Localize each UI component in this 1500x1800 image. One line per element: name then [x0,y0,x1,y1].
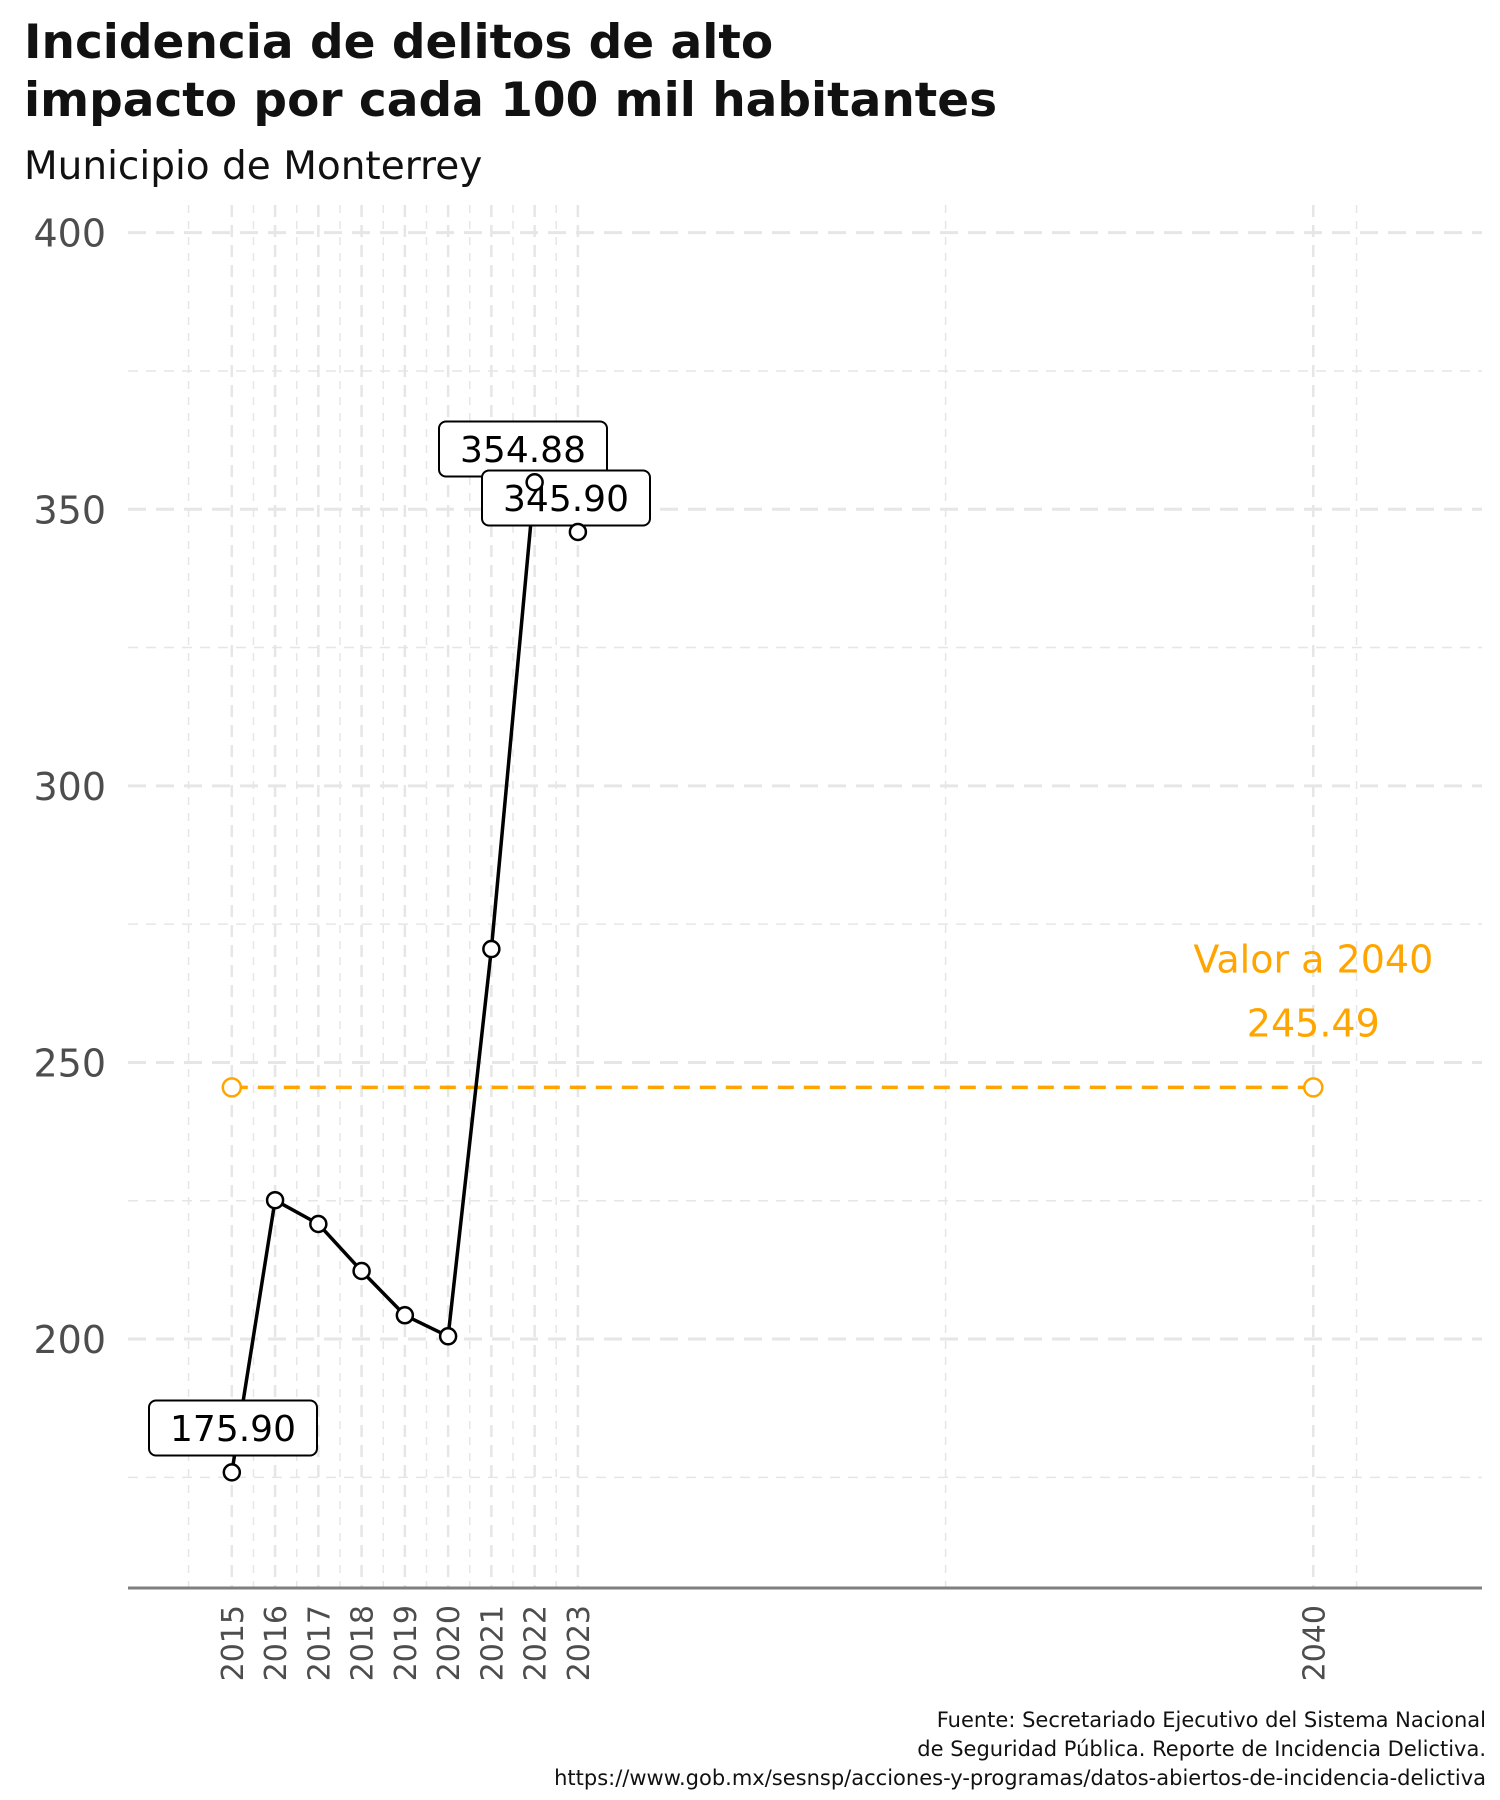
caption-line-3: https://www.gob.mx/sesnsp/acciones-y-pro… [554,1766,1486,1790]
target-point [1303,1077,1324,1098]
target-label-value: 245.49 [1247,1001,1380,1045]
data-label: 354.88 [460,430,586,471]
series-point [395,1306,415,1325]
y-tick-label: 300 [33,765,106,809]
target-label-title: Valor a 2040 [1193,937,1433,981]
series-point [265,1190,285,1210]
series-point [568,522,588,542]
series-point [525,473,544,492]
x-tick-label: 2018 [346,1605,381,1681]
chart-title-line-2: impacto por cada 100 mil habitantes [24,73,998,128]
x-tick-label: 2021 [475,1605,510,1681]
series-point [438,1327,458,1346]
y-tick-label: 250 [33,1041,106,1085]
series-point [222,1463,242,1482]
x-tick-label: 2020 [432,1605,467,1681]
chart-title: Incidencia de delitos de alto impacto po… [24,14,997,130]
x-tick-label: 2017 [302,1605,337,1681]
chart-subtitle: Municipio de Monterrey [24,144,483,189]
y-tick-label: 400 [33,212,106,256]
y-tick-label: 350 [33,488,106,532]
y-tick-label: 200 [33,1318,106,1362]
x-tick-label: 2022 [519,1605,554,1681]
source-caption: Fuente: Secretariado Ejecutivo del Siste… [554,1706,1486,1793]
data-label-box [148,1399,318,1457]
data-label: 345.90 [503,479,629,520]
x-tick-label: 2023 [562,1605,597,1681]
caption-line-1: Fuente: Secretariado Ejecutivo del Siste… [936,1708,1486,1732]
data-label-box [481,469,651,527]
target-point [221,1077,243,1098]
x-tick-label: 2016 [259,1605,294,1681]
x-tick-label: 2040 [1297,1605,1332,1681]
x-tick-label: 2019 [389,1605,424,1681]
caption-line-2: de Seguridad Pública. Reporte de Inciden… [917,1737,1486,1761]
data-label: 175.90 [170,1409,296,1450]
series-point [482,939,501,959]
chart-title-line-1: Incidencia de delitos de alto [24,15,774,70]
series-point [309,1214,328,1234]
x-tick-label: 2015 [216,1605,251,1681]
series-point [352,1261,371,1281]
